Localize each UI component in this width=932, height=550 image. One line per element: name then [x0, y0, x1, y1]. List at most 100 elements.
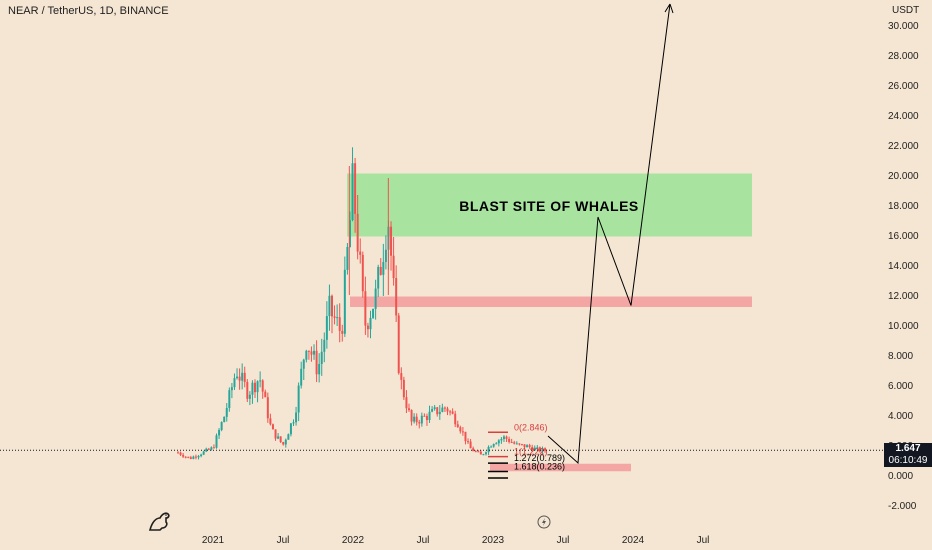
candle-body: [207, 448, 210, 450]
last-price-badge: 1.647 06:10:49: [884, 443, 932, 468]
x-tick-label: Jul: [557, 535, 570, 546]
candle-body: [292, 422, 295, 424]
candle-body: [318, 364, 321, 375]
fib-label: 0(2.846): [514, 422, 548, 432]
lightning-icon[interactable]: [537, 515, 551, 529]
candle-body: [485, 452, 487, 455]
candle-body: [423, 415, 426, 417]
x-tick-label: 2023: [482, 535, 505, 546]
y-tick-label: 0.000: [888, 471, 913, 482]
candle-body: [346, 247, 349, 270]
candle-body: [259, 380, 262, 382]
x-tick-label: Jul: [417, 535, 430, 546]
y-tick-label: 20.000: [888, 171, 919, 182]
candle-body: [531, 447, 534, 451]
y-tick-label: 16.000: [888, 231, 919, 242]
candle-body: [279, 436, 282, 443]
candle-body: [210, 447, 213, 450]
candle-body: [305, 350, 308, 360]
candle-body: [382, 261, 385, 275]
candle-body: [502, 436, 505, 440]
candle-body: [333, 316, 336, 318]
candle-body: [454, 413, 457, 425]
candle-body: [408, 408, 410, 411]
y-tick-label: -2.000: [888, 501, 917, 512]
candle-body: [420, 415, 423, 424]
zone-resistance[interactable]: [350, 296, 752, 308]
x-tick-label: 2021: [202, 535, 225, 546]
candle-body: [390, 226, 393, 256]
projection-layer: [547, 3, 674, 465]
candle-body: [492, 444, 495, 447]
candle-body: [300, 368, 303, 386]
candle-body: [431, 409, 434, 412]
candle-body: [215, 435, 218, 448]
candle-body: [425, 416, 428, 421]
candle-body: [277, 436, 280, 439]
y-tick-label: 12.000: [888, 291, 919, 302]
candle-body: [184, 456, 187, 458]
candle-body: [392, 255, 395, 279]
candle-body: [366, 325, 369, 330]
candle-body: [246, 381, 249, 399]
candle-body: [533, 447, 536, 451]
candle-body: [220, 422, 223, 430]
candle-body: [331, 295, 333, 317]
candle-body: [248, 394, 251, 399]
candle-body: [228, 390, 231, 409]
candle-body: [274, 429, 277, 439]
last-price-countdown: 06:10:49: [888, 455, 928, 467]
candle-body: [356, 213, 359, 252]
candle-body: [446, 408, 449, 412]
candle-body: [433, 407, 436, 410]
candle-body: [289, 423, 292, 435]
candle-body: [212, 447, 215, 449]
candle-body: [436, 407, 439, 415]
candle-body: [328, 295, 331, 317]
candle-body: [402, 379, 405, 398]
candle-body: [194, 456, 197, 458]
candle-body: [397, 315, 400, 374]
candle-body: [518, 443, 521, 445]
candle-body: [395, 278, 398, 316]
candle-body: [218, 429, 221, 436]
candle-body: [510, 441, 513, 443]
candle-body: [338, 317, 341, 331]
candle-body: [269, 418, 272, 425]
x-axis[interactable]: 2021 Jul 2022 Jul 2023 Jul 2024 Jul: [202, 535, 710, 546]
candle-body: [520, 444, 523, 446]
candle-body: [256, 381, 259, 393]
candle-body: [410, 410, 413, 422]
tradingview-dino-icon[interactable]: [148, 512, 170, 531]
zone-blast-site-of-whales[interactable]: [347, 173, 752, 237]
candle-body: [513, 442, 516, 444]
candle-body: [505, 436, 508, 439]
projection-arrowhead: [664, 3, 674, 14]
last-price-value: 1.647: [895, 443, 921, 455]
y-tick-label: 28.000: [888, 51, 919, 62]
candle-body: [179, 452, 182, 455]
x-tick-label: 2024: [622, 535, 645, 546]
candle-body: [254, 382, 256, 393]
candle-body: [472, 448, 475, 452]
candle-body: [495, 443, 498, 445]
candle-body: [384, 249, 387, 262]
y-tick-label: 4.000: [888, 411, 913, 422]
candle-body: [479, 451, 482, 455]
candle-body: [230, 387, 233, 391]
candle-body: [459, 427, 462, 432]
candle-body: [295, 412, 298, 423]
candle-body: [500, 439, 503, 441]
fib-label: 1.618(0.236): [514, 461, 565, 471]
y-axis[interactable]: USDT 30.000 28.000 26.000 24.000 22.000 20.00…: [888, 5, 919, 512]
candle-body: [197, 456, 200, 458]
candle-body: [187, 456, 190, 458]
candle-body: [415, 416, 418, 423]
y-tick-label: 10.000: [888, 321, 919, 332]
candle-body: [451, 411, 454, 414]
zone-support[interactable]: [490, 463, 631, 472]
candle-body: [449, 411, 452, 413]
candle-body: [515, 443, 518, 445]
